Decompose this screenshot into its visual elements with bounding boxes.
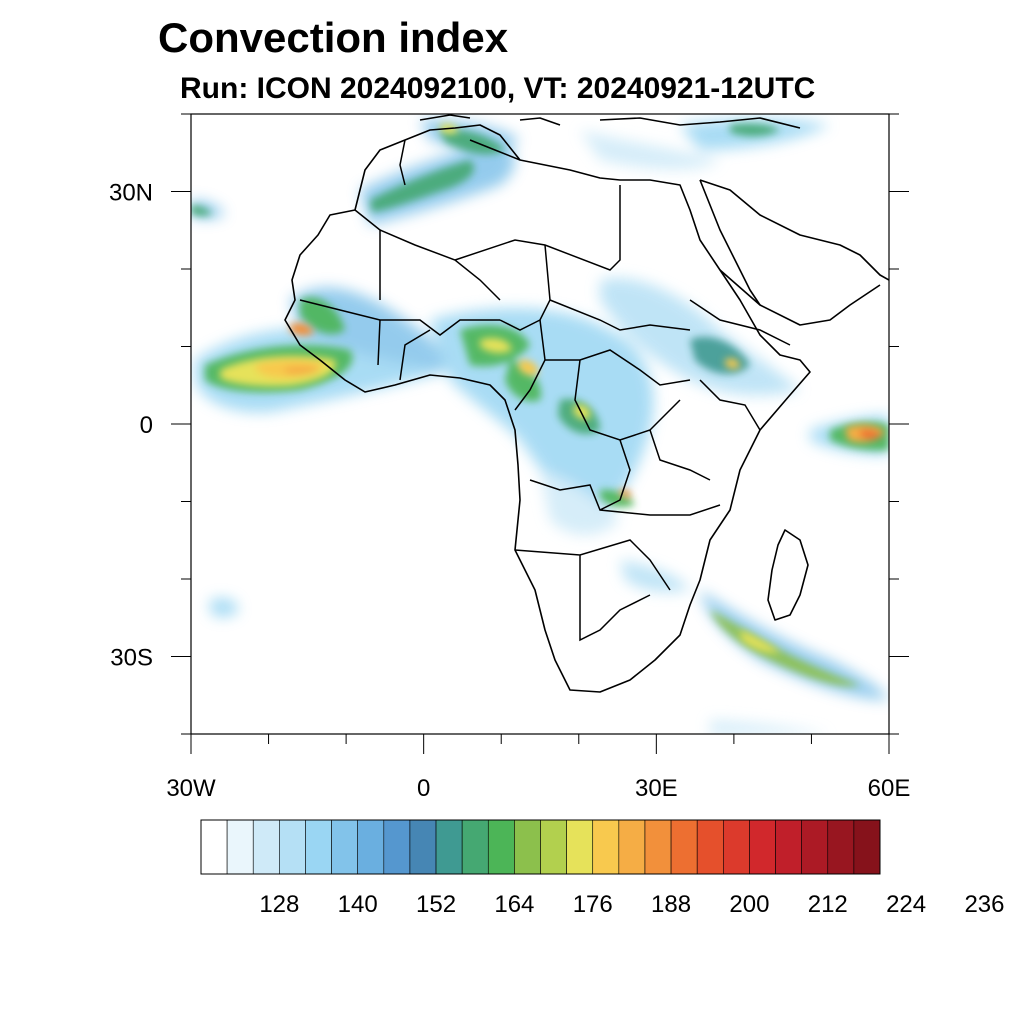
colorbar-swatch <box>566 819 594 875</box>
colorbar-label: 224 <box>886 891 926 918</box>
colorbar: 128 140 152 164 176 188 200 212 224 236 <box>200 819 1004 918</box>
colorbar-label: 152 <box>416 891 456 918</box>
lon-tick-label: 30W <box>166 775 216 802</box>
colorbar-swatch <box>226 819 254 875</box>
colorbar-label: 200 <box>729 891 769 918</box>
colorbar-swatch <box>775 819 802 875</box>
colorbar-label: 236 <box>964 891 1004 918</box>
colorbar-swatch <box>853 819 881 875</box>
colorbar-swatch <box>644 819 672 875</box>
lon-tick-label: 60E <box>868 775 911 802</box>
colorbar-swatch <box>409 819 437 875</box>
colorbar-swatch <box>279 819 306 875</box>
colorbar-swatch <box>252 819 280 875</box>
colorbar-swatch <box>200 819 228 875</box>
colorbar-swatch <box>357 819 385 875</box>
colorbar-label: 164 <box>494 891 534 918</box>
coastlines <box>284 114 889 693</box>
colorbar-swatch <box>514 819 541 875</box>
chart-title: Convection index <box>158 14 509 61</box>
colorbar-swatch <box>827 819 855 875</box>
colorbar-frame <box>200 819 881 875</box>
colorbar-swatch <box>383 819 411 875</box>
colorbar-swatch <box>696 819 724 875</box>
colorbar-label: 140 <box>338 891 378 918</box>
lat-tick-label: 30S <box>110 645 153 672</box>
colorbar-label: 176 <box>573 891 613 918</box>
colorbar-swatch <box>670 819 698 875</box>
lon-tick-label: 0 <box>417 775 430 802</box>
colorbar-label: 188 <box>651 891 691 918</box>
colorbar-swatch <box>461 819 489 875</box>
lon-tick-label: 30E <box>635 775 678 802</box>
colorbar-swatch <box>305 819 332 875</box>
colorbar-label: 128 <box>259 891 299 918</box>
colorbar-swatch <box>723 819 750 875</box>
lat-tick-label: 0 <box>140 412 153 439</box>
colorbar-label: 212 <box>808 891 848 918</box>
convection-field-warm <box>220 123 885 653</box>
lat-tick-label: 30N <box>109 180 153 207</box>
colorbar-swatch <box>487 819 515 875</box>
colorbar-swatch <box>618 819 646 875</box>
country-borders <box>299 139 791 642</box>
colorbar-swatch <box>801 819 829 875</box>
colorbar-swatch <box>331 819 358 875</box>
map-plot-area <box>191 114 889 734</box>
colorbar-swatch <box>749 819 776 875</box>
colorbar-swatch <box>435 819 463 875</box>
map-axes: 30W 0 30E 60E 30N 0 30S <box>109 113 911 802</box>
colorbar-swatch <box>592 819 620 875</box>
chart-subtitle: Run: ICON 2024092100, VT: 20240921-12UTC <box>180 72 816 105</box>
colorbar-swatch <box>540 819 567 875</box>
